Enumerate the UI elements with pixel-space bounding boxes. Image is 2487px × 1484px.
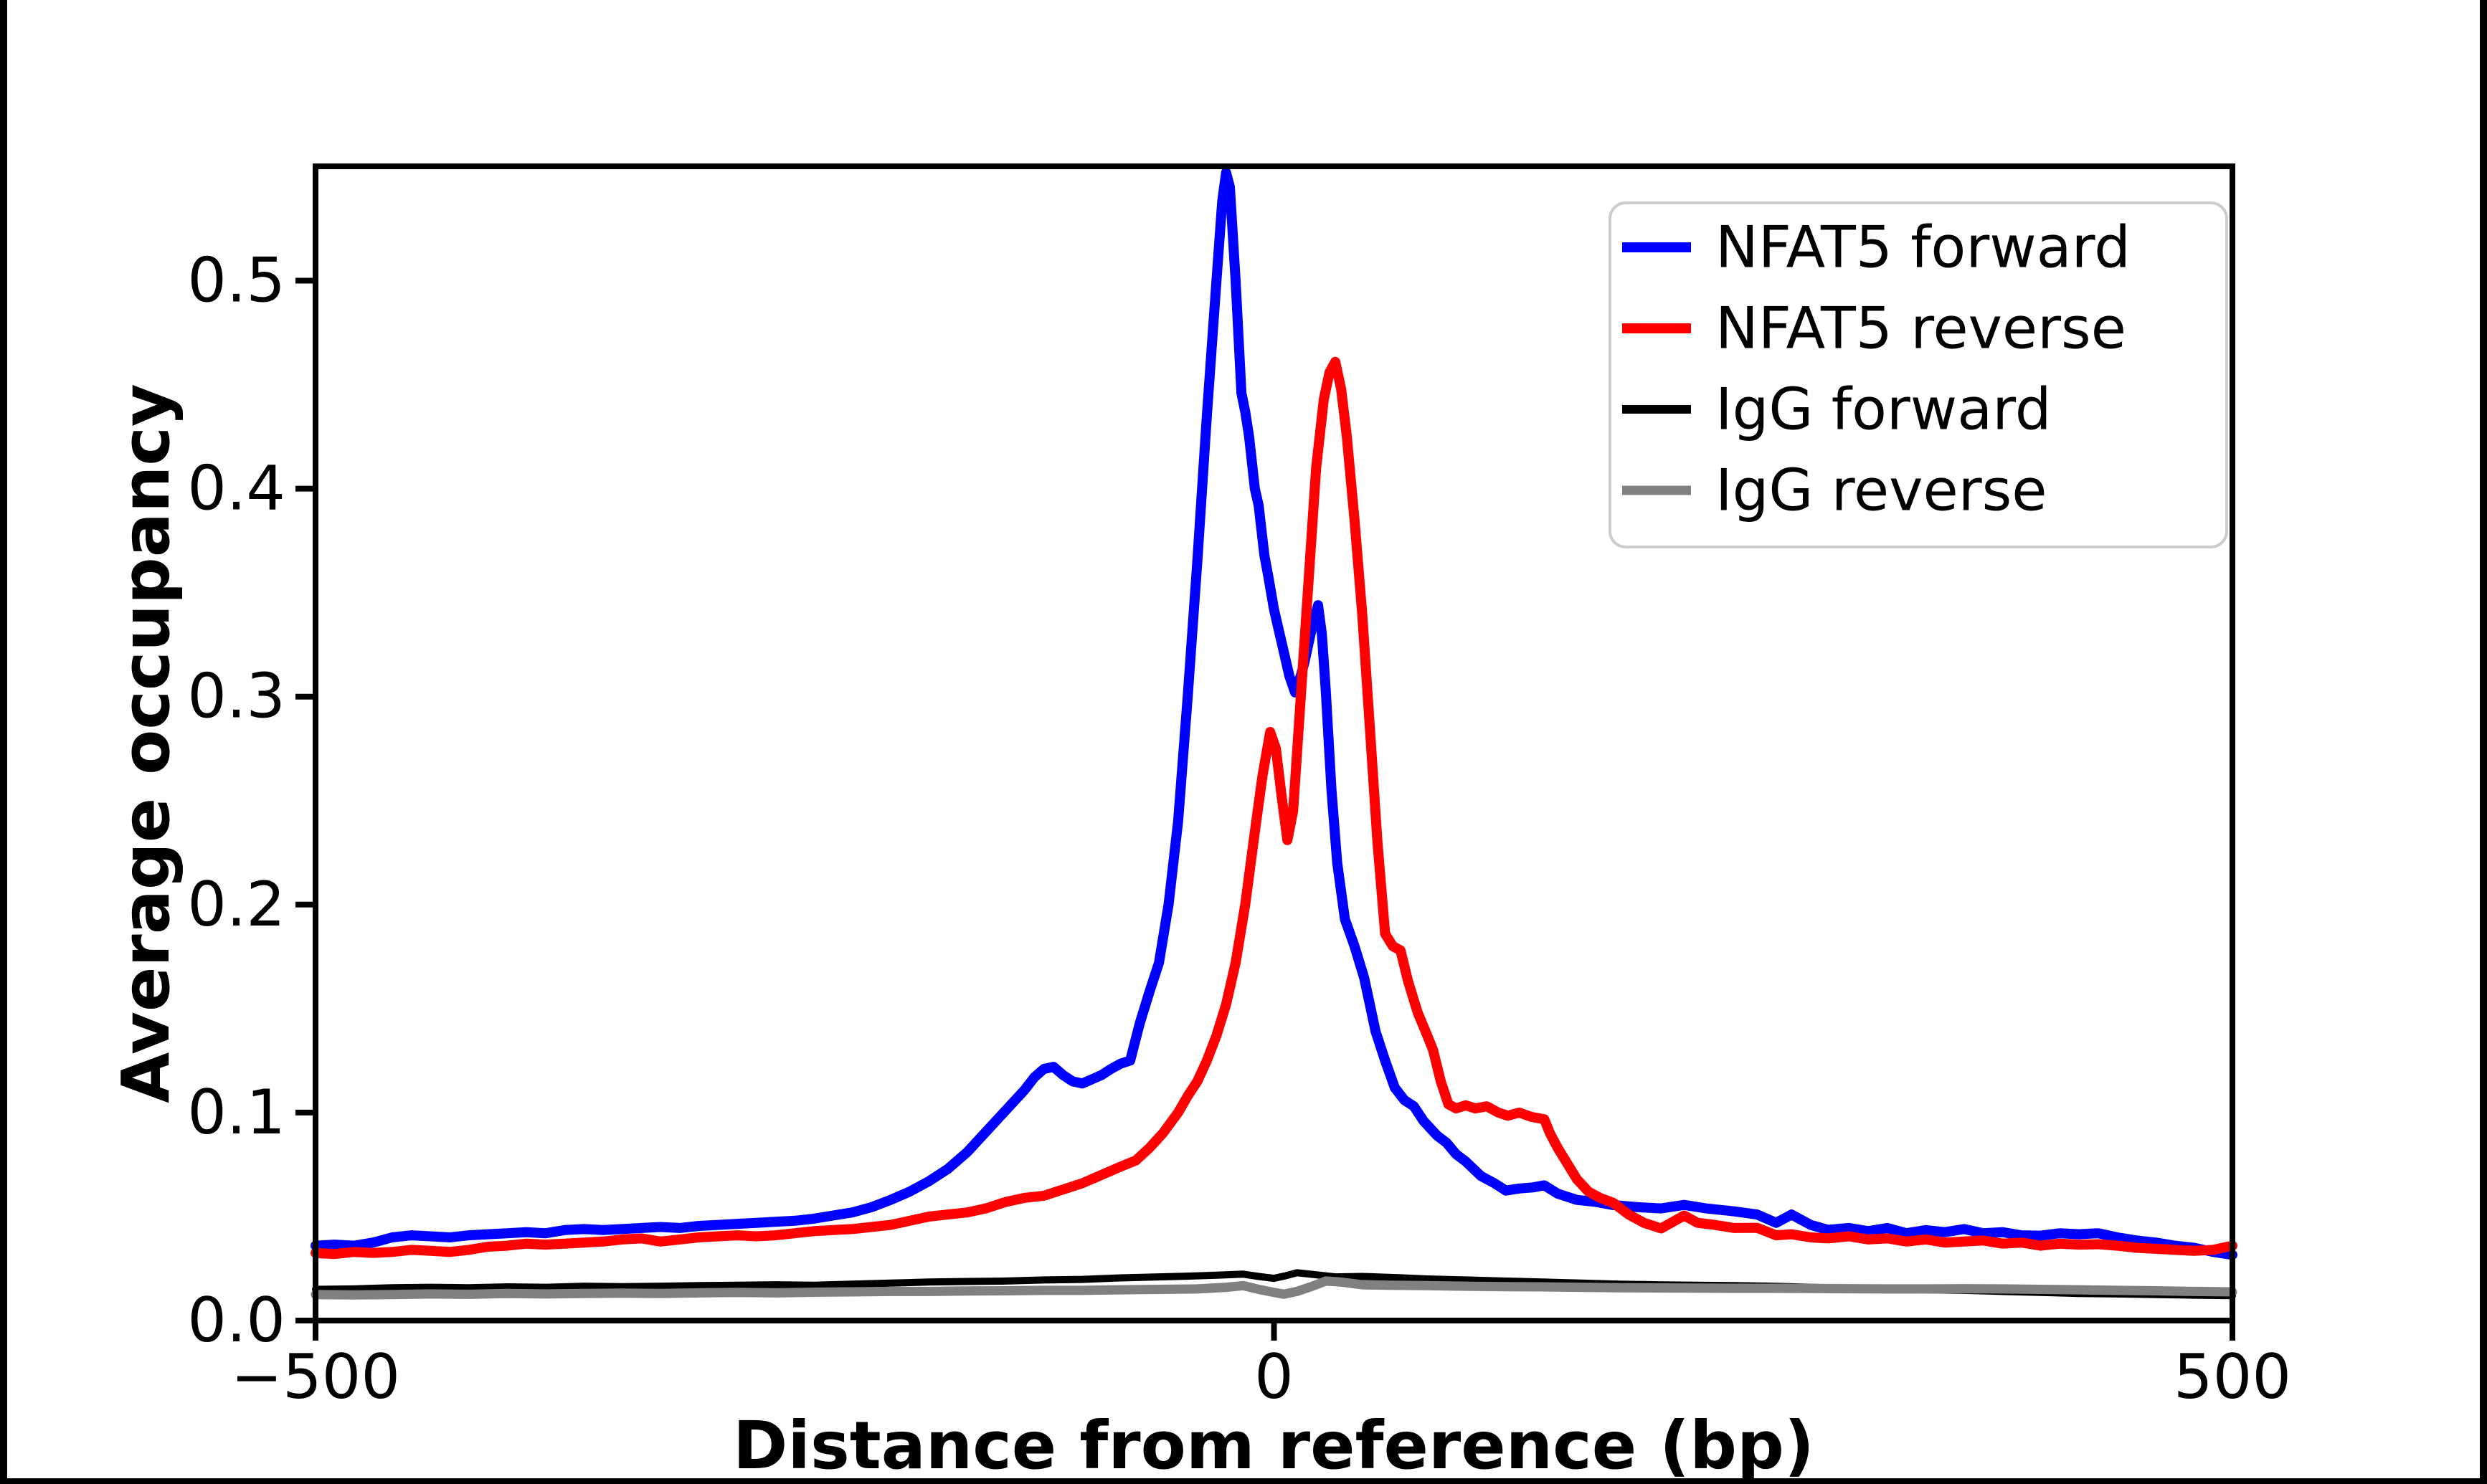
x-tick-label: 0	[1254, 1341, 1294, 1413]
legend-label: IgG reverse	[1715, 457, 2047, 524]
y-tick-labels: 0.0 0.1 0.2 0.3 0.4 0.5	[187, 245, 285, 1357]
curve-nfat5-reverse	[311, 356, 2237, 1260]
y-tick-label: 0.0	[187, 1285, 285, 1356]
screen-edge-left	[0, 0, 7, 1484]
y-axis-label: Average occupancy	[108, 384, 184, 1103]
legend: NFAT5 forward NFAT5 reverse IgG forward …	[1609, 201, 2228, 548]
y-axis	[295, 277, 316, 1323]
y-tick-label: 0.2	[187, 869, 285, 941]
screen-edge-right	[2480, 0, 2487, 1484]
legend-label: IgG forward	[1715, 376, 2052, 443]
x-axis-label: Distance from reference (bp)	[733, 1407, 1814, 1484]
y-tick-label: 0.3	[187, 661, 285, 733]
screen-edge-bottom	[0, 1478, 2487, 1484]
legend-label: NFAT5 reverse	[1715, 295, 2126, 362]
legend-frame	[1609, 201, 2228, 548]
x-tick-label: 500	[2174, 1341, 2291, 1413]
curves	[311, 167, 2237, 1300]
y-tick-label: 0.5	[187, 245, 285, 317]
curve-igg-reverse	[311, 1276, 2237, 1300]
x-tick-label: −500	[231, 1341, 400, 1413]
curve-nfat5-forward	[311, 167, 2237, 1260]
y-tick-label: 0.1	[187, 1077, 285, 1148]
legend-label: NFAT5 forward	[1715, 214, 2131, 281]
y-tick-label: 0.4	[187, 453, 285, 525]
x-tick-labels: −500 0 500	[231, 1341, 2291, 1413]
x-axis	[313, 1321, 2235, 1341]
